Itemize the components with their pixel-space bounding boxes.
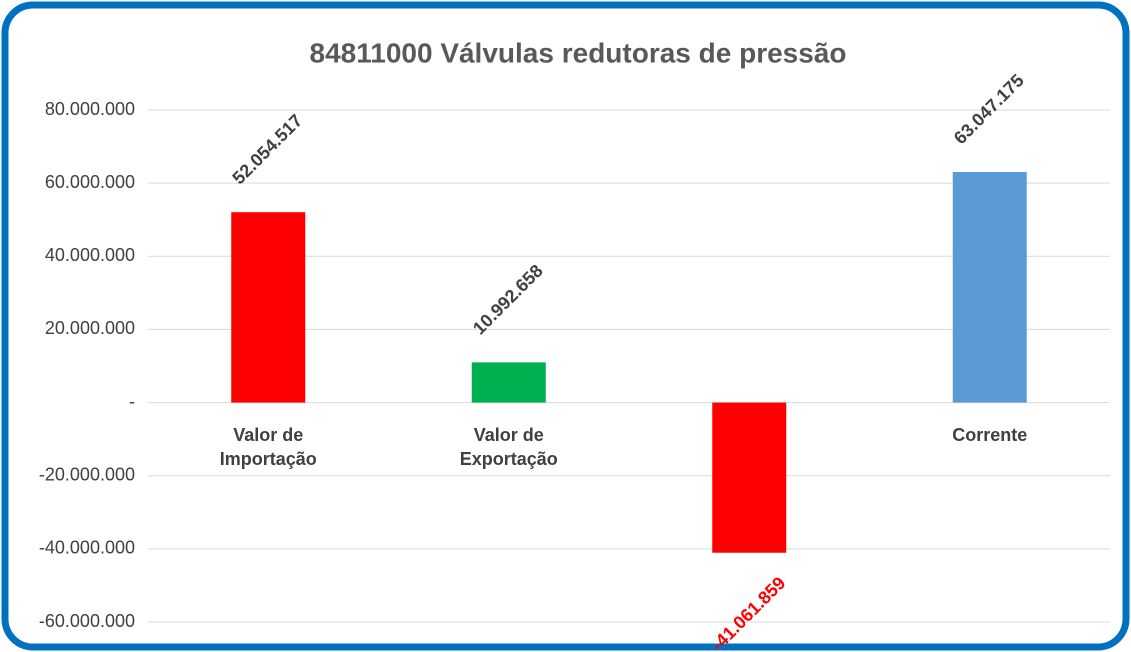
x-tick-label: Valor de Exportação (459, 424, 558, 469)
y-tick-label: 60.000.000 (45, 172, 135, 192)
y-tick-label: 40.000.000 (45, 245, 135, 265)
y-tick-label: -60.000.000 (39, 611, 135, 631)
x-tick-label: Valor de Importação (219, 424, 317, 469)
bar (712, 402, 787, 553)
bar (231, 212, 306, 403)
y-tick-label: 20.000.000 (45, 318, 135, 338)
y-tick-label: -40.000.000 (39, 538, 135, 558)
bar (952, 171, 1027, 403)
y-tick-label: - (129, 391, 135, 411)
y-tick-label: -20.000.000 (39, 464, 135, 484)
bar (471, 362, 546, 403)
y-tick-label: 80.000.000 (45, 99, 135, 119)
x-tick-label: Corrente (952, 424, 1028, 445)
chart-title: 84811000 Válvulas redutoras de pressão (310, 37, 847, 68)
x-tick-label: Saldo (724, 424, 774, 445)
